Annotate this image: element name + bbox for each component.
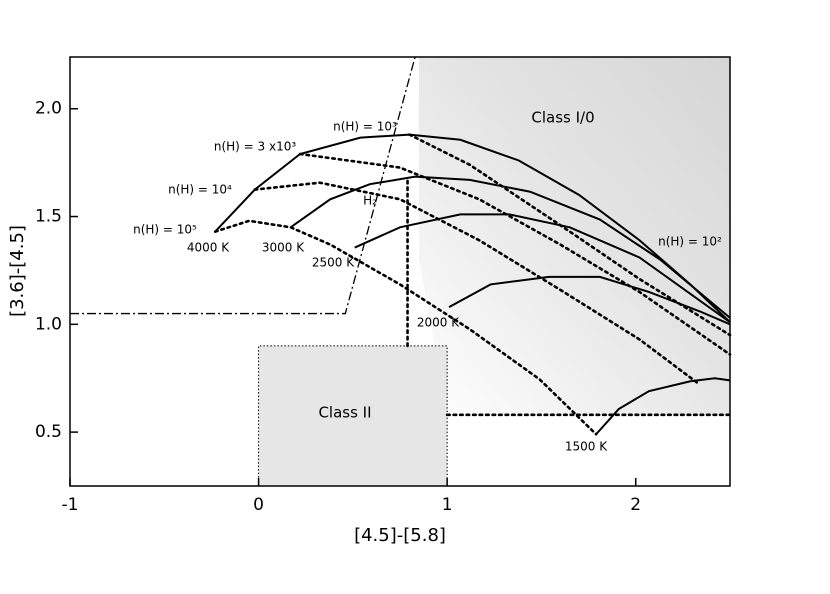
curve — [213, 219, 598, 436]
plot-frame — [69, 56, 731, 487]
curve — [253, 181, 702, 386]
x-tick-label: 2 — [630, 495, 641, 515]
annotation: n(H) = 10² — [658, 235, 722, 249]
curve — [298, 152, 732, 356]
y-tick-label: 0.5 — [35, 422, 62, 442]
annotation: H₂ — [363, 194, 377, 208]
x-tick-label: 1 — [442, 495, 453, 515]
curve — [70, 56, 416, 315]
class-label: Class II — [318, 404, 371, 422]
x-axis-label: [4.5]-[5.8] — [354, 525, 446, 546]
annotation: 4000 K — [187, 241, 230, 255]
annotation: 2000 K — [417, 316, 460, 330]
annotation: 3000 K — [262, 241, 305, 255]
curve — [290, 175, 731, 319]
region — [258, 345, 448, 487]
annotation: n(H) = 10⁵ — [133, 223, 197, 237]
annotation: n(H) = 10⁴ — [168, 183, 232, 197]
annotation: n(H) = 3 x10³ — [214, 140, 296, 154]
curve — [214, 133, 731, 323]
x-tick-label: -1 — [62, 495, 79, 515]
annotation: 1500 K — [565, 440, 608, 454]
curve — [595, 377, 731, 435]
region — [418, 57, 730, 415]
annotation: 2500 K — [312, 256, 355, 270]
y-tick-label: 2.0 — [35, 99, 62, 119]
y-tick-label: 1.5 — [35, 207, 62, 227]
curve — [408, 133, 732, 337]
curve — [354, 213, 731, 323]
x-tick-label: 0 — [253, 495, 264, 515]
y-tick-label: 1.0 — [35, 314, 62, 334]
class-label: Class I/0 — [531, 109, 594, 127]
y-axis-label: [3.6]-[4.5] — [7, 225, 28, 317]
curve — [448, 275, 731, 326]
annotation: n(H) = 10³ — [333, 120, 397, 134]
